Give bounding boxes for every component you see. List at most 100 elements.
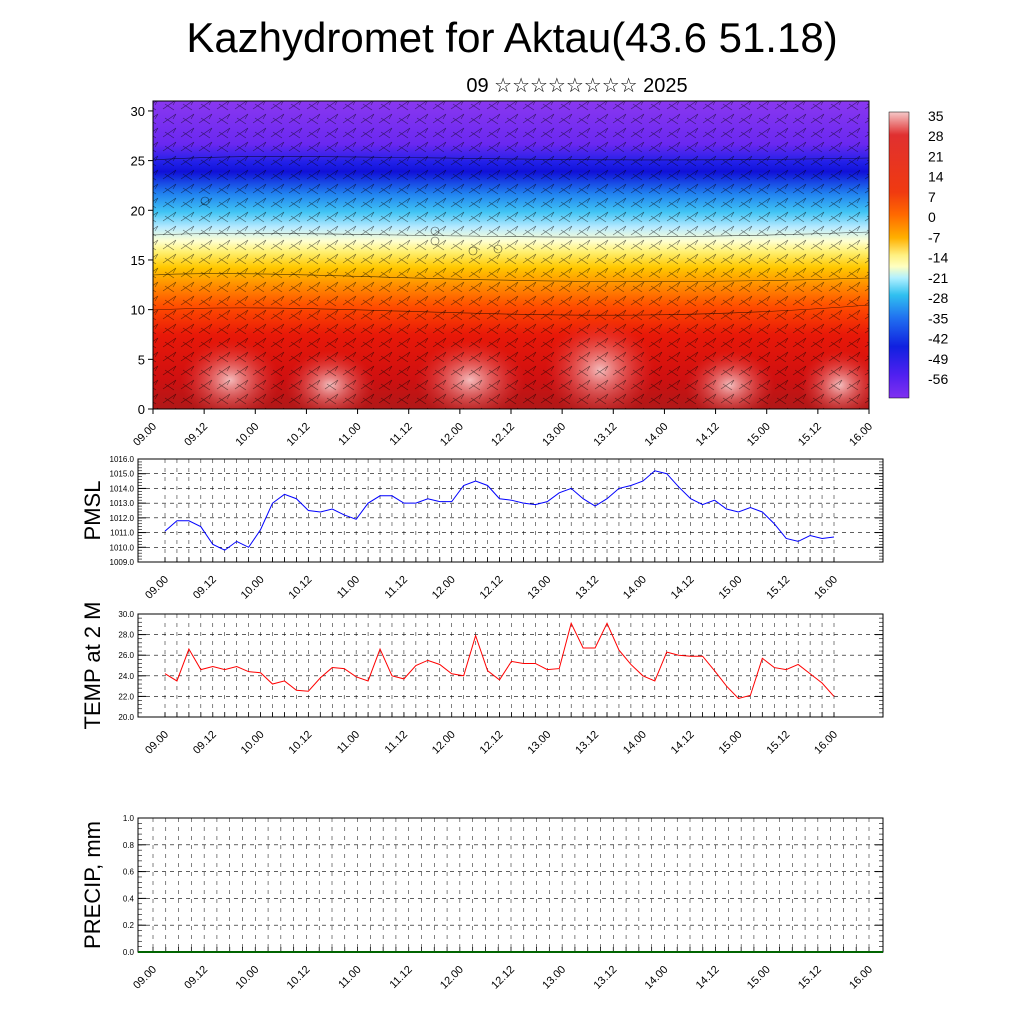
x-tick-label: 10.00 (233, 964, 261, 992)
y-tick-label: 1016.0 (110, 455, 135, 464)
calm-marker (468, 246, 478, 256)
x-tick-label: 10.12 (287, 574, 315, 602)
x-tick-label: 09.12 (191, 574, 219, 602)
x-tick-label: 12.12 (489, 964, 517, 992)
x-tick-label: 15.12 (764, 574, 792, 602)
x-tick-label: 09.12 (182, 421, 210, 449)
contour-line (153, 156, 869, 161)
colorbar-label: -49 (928, 351, 948, 367)
x-tick-label: 12.00 (438, 964, 466, 992)
vertical-section-panel: 0 5 10 15 20 25 30 09.00 09.12 10.00 10.12 11.00 11… (131, 100, 875, 449)
x-tick-label: 09.00 (131, 421, 159, 449)
x-tick-label: 09.12 (191, 729, 219, 757)
x-tick-label: 15.00 (717, 574, 745, 602)
colorbar: 35 28 21 14 7 0 -7 -14 -21 -28 -35 -42 -49 -56 (888, 108, 948, 399)
y-axis-label: TEMP at 2 M (80, 602, 105, 730)
colorbar-label: -14 (928, 250, 948, 266)
x-tick-label: 14.00 (621, 574, 649, 602)
x-tick-label: 09.00 (131, 964, 159, 992)
colorbar-label: -35 (928, 310, 948, 326)
x-tick-label: 16.00 (847, 964, 875, 992)
x-tick-label: 12.12 (478, 574, 506, 602)
y-tick-label: 0.0 (123, 948, 135, 957)
y-tick-label: 1012.0 (110, 514, 135, 523)
x-tick-label: 09.00 (143, 729, 171, 757)
x-tick-label: 14.12 (694, 421, 722, 449)
x-tick-label: 11.00 (336, 421, 363, 448)
series-line (164, 470, 835, 551)
chart-title: Kazhydromet for Aktau(43.6 51.18) (186, 14, 838, 61)
y-tick-label: 28.0 (118, 631, 134, 640)
pmsl-panel: 1009.0 1010.0 1011.0 1012.0 1013.0 1014.0 1015… (80, 455, 884, 602)
x-tick-label: 15.00 (717, 729, 745, 757)
y-tick-label: 1014.0 (110, 484, 135, 493)
temp2m-panel: 20.0 22.0 24.0 26.0 28.0 30.0 09.00 09.12 10.00 1… (80, 602, 884, 757)
x-tick-label: 10.00 (233, 421, 261, 449)
x-tick-label: 15.00 (745, 964, 773, 992)
colorbar-label: 21 (928, 148, 944, 164)
y-tick-label: 20.0 (118, 713, 134, 722)
colorbar-label: -56 (928, 371, 948, 387)
x-tick-label: 16.00 (812, 574, 840, 602)
plot-frame (137, 458, 884, 563)
y-tick-label: 10 (131, 303, 145, 318)
y-tick-label: 0.8 (123, 841, 135, 850)
colorbar-label: -42 (928, 331, 948, 347)
y-tick-label: 0.4 (123, 894, 135, 903)
x-tick-label: 16.00 (847, 421, 875, 449)
contour-line (153, 231, 869, 238)
series-line (164, 621, 835, 700)
colorbar-label: 0 (928, 209, 936, 225)
x-tick-label: 10.12 (285, 964, 313, 992)
y-tick-label: 5 (138, 352, 145, 367)
x-tick-label: 14.00 (621, 729, 649, 757)
colorbar-scale (888, 111, 910, 399)
x-tick-label: 13.12 (591, 421, 619, 449)
x-tick-label: 14.00 (643, 421, 671, 449)
x-tick-label: 11.12 (383, 729, 410, 756)
calm-marker (200, 196, 210, 206)
x-tick-label: 13.12 (573, 729, 601, 757)
y-tick-label: 0.2 (123, 921, 135, 930)
x-tick-label: 11.00 (335, 729, 362, 756)
y-axis-label: PRECIP, mm (80, 821, 105, 949)
colorbar-label: 7 (928, 189, 936, 205)
colorbar-label: -7 (928, 229, 941, 245)
y-tick-label: 1009.0 (110, 558, 135, 567)
x-tick-label: 15.12 (764, 729, 792, 757)
y-tick-label: 1013.0 (110, 499, 135, 508)
x-tick-label: 14.12 (669, 729, 697, 757)
x-tick-label: 09.12 (182, 964, 210, 992)
x-tick-label: 11.00 (336, 964, 363, 991)
y-tick-label: 1015.0 (110, 470, 135, 479)
plot-frame (137, 817, 884, 953)
contour-line (153, 273, 869, 282)
x-tick-label: 13.12 (591, 964, 619, 992)
calm-marker (430, 226, 440, 236)
x-tick-label: 13.00 (540, 421, 568, 449)
x-tick-label: 12.12 (478, 729, 506, 757)
y-tick-label: 26.0 (118, 651, 134, 660)
x-tick-label: 10.12 (287, 729, 315, 757)
y-tick-label: 0 (138, 402, 145, 417)
y-axis-label: PMSL (80, 481, 105, 541)
calm-marker (493, 244, 503, 254)
y-tick-label: 30.0 (118, 610, 134, 619)
x-tick-label: 12.00 (430, 574, 458, 602)
wind-barbs (153, 101, 869, 409)
x-tick-label: 15.00 (745, 421, 773, 449)
precip-panel: 0.0 0.2 0.4 0.6 0.8 1.0 09.00 09.12 10.00 10.12 11… (80, 814, 884, 992)
colorbar-label: -28 (928, 290, 948, 306)
y-tick-label: 20 (131, 203, 145, 218)
colorbar-label: 14 (928, 169, 944, 185)
x-tick-label: 13.00 (540, 964, 568, 992)
x-tick-label: 12.00 (430, 729, 458, 757)
x-tick-label: 13.00 (525, 729, 553, 757)
y-tick-label: 25 (131, 154, 145, 169)
y-tick-label: 0.6 (123, 868, 135, 877)
x-tick-label: 15.12 (796, 964, 824, 992)
contour-line (153, 304, 869, 316)
x-tick-label: 10.12 (285, 421, 313, 449)
y-tick-label: 1010.0 (110, 543, 135, 552)
